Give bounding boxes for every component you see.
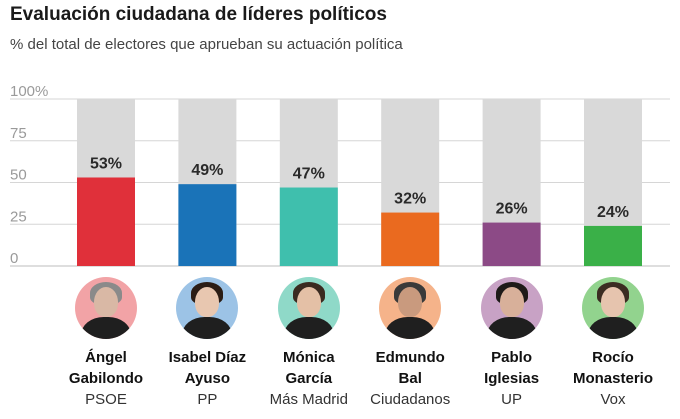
leader-card: Edmundo Bal Ciudadanos bbox=[360, 277, 460, 410]
bar-value-label: 24% bbox=[597, 204, 629, 221]
leader-last-name: Monasterio bbox=[572, 370, 653, 387]
leader-first-name: Pablo bbox=[491, 349, 533, 366]
leader-last-name: García bbox=[285, 370, 333, 387]
leader-card: Pablo Iglesias UP bbox=[462, 277, 562, 410]
leader-first-name: Edmundo bbox=[375, 349, 445, 366]
leader-party: Más Madrid bbox=[269, 391, 348, 408]
leader-last-name: Gabilondo bbox=[68, 370, 144, 387]
leader-first-name: Rocío bbox=[592, 349, 634, 366]
person-icon bbox=[75, 277, 137, 339]
bar-value-label: 32% bbox=[394, 191, 426, 208]
bar bbox=[482, 222, 541, 266]
leader-party: UP bbox=[501, 391, 523, 408]
y-tick-label: 100% bbox=[10, 83, 48, 100]
leader-card: Rocío Monasterio Vox bbox=[563, 277, 663, 410]
y-tick-label: 75 bbox=[10, 125, 27, 142]
bar bbox=[178, 184, 237, 266]
y-tick-label: 50 bbox=[10, 167, 27, 184]
chart-subtitle: % del total de electores que aprueban su… bbox=[10, 36, 403, 53]
leader-name: Pablo Iglesias bbox=[462, 347, 562, 389]
person-icon bbox=[582, 277, 644, 339]
bar-value-label: 53% bbox=[90, 155, 122, 172]
y-tick-label: 25 bbox=[10, 208, 27, 225]
y-tick-label: 0 bbox=[10, 250, 18, 267]
leader-name: Mónica García bbox=[259, 347, 359, 389]
chart-title: Evaluación ciudadana de líderes político… bbox=[10, 4, 387, 25]
leader-party: PSOE bbox=[85, 391, 127, 408]
leader-last-name: Bal bbox=[398, 370, 422, 387]
person-icon bbox=[379, 277, 442, 339]
leader-name: Ángel Gabilondo bbox=[56, 347, 156, 389]
leader-name: Edmundo Bal bbox=[360, 347, 460, 389]
leader-party: Vox bbox=[600, 391, 626, 408]
bar-value-label: 26% bbox=[496, 201, 528, 218]
bar bbox=[584, 225, 642, 266]
leader-first-name: Isabel Díaz bbox=[168, 349, 247, 366]
person-icon bbox=[277, 277, 340, 339]
leader-party: Ciudadanos bbox=[370, 391, 451, 408]
leader-first-name: Ángel bbox=[85, 349, 127, 366]
leader-party: PP bbox=[197, 391, 218, 408]
leader-name: Rocío Monasterio bbox=[563, 347, 663, 389]
person-icon bbox=[480, 277, 543, 339]
bar bbox=[279, 187, 338, 266]
leader-first-name: Mónica bbox=[282, 349, 335, 366]
leader-card: Ángel Gabilondo PSOE bbox=[56, 277, 156, 410]
leader-last-name: Iglesias bbox=[484, 370, 540, 387]
leader-last-name: Ayuso bbox=[184, 370, 231, 387]
leader-name: Isabel Díaz Ayuso bbox=[157, 347, 257, 389]
leader-card: Isabel Díaz Ayuso PP bbox=[157, 277, 257, 410]
bar-chart: 53% 49% 47% 32% 26% 24% 0 25 50 75 100% bbox=[10, 83, 670, 267]
leader-card: Mónica García Más Madrid bbox=[259, 277, 359, 410]
bar-value-label: 47% bbox=[293, 166, 325, 183]
bar-value-label: 49% bbox=[191, 162, 223, 179]
bar bbox=[77, 177, 135, 266]
bar bbox=[381, 212, 440, 266]
person-icon bbox=[176, 277, 239, 339]
